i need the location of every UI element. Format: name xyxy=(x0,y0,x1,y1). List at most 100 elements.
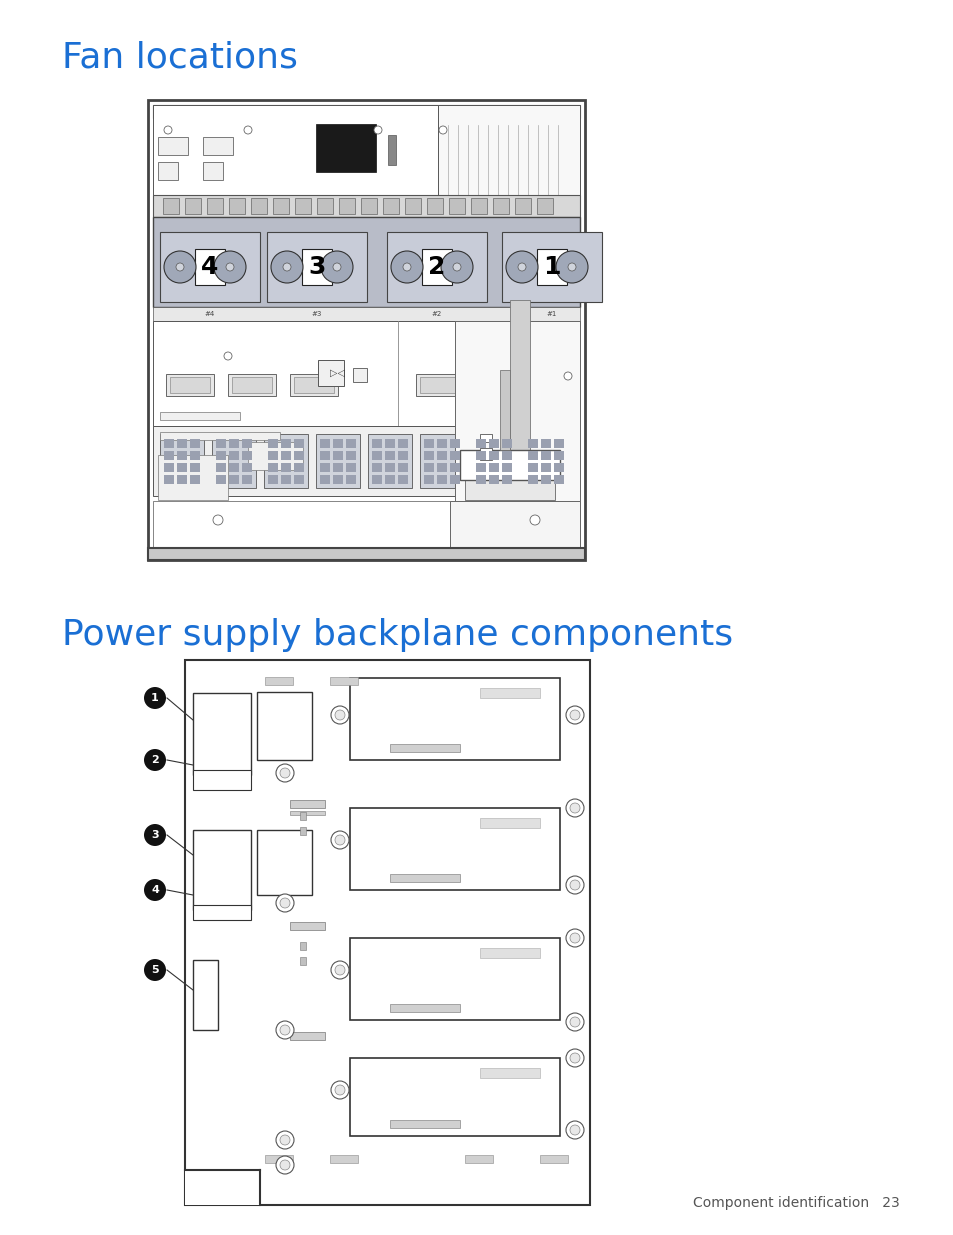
Circle shape xyxy=(275,1156,294,1174)
Circle shape xyxy=(563,372,572,380)
Bar xyxy=(481,377,521,393)
Bar xyxy=(464,1155,493,1163)
Bar xyxy=(338,198,355,214)
Bar xyxy=(256,830,312,895)
Bar xyxy=(372,438,381,448)
Bar xyxy=(537,198,553,214)
Bar xyxy=(190,438,200,448)
Bar xyxy=(330,1155,357,1163)
Bar xyxy=(215,451,226,459)
Bar xyxy=(333,438,343,448)
Bar xyxy=(251,198,267,214)
Circle shape xyxy=(505,251,537,283)
Circle shape xyxy=(335,1086,345,1095)
Bar xyxy=(319,475,330,484)
Bar xyxy=(268,463,277,472)
Circle shape xyxy=(144,960,166,981)
Bar xyxy=(330,677,357,685)
Circle shape xyxy=(164,251,195,283)
Bar xyxy=(158,454,228,500)
Circle shape xyxy=(335,710,345,720)
Bar xyxy=(397,451,408,459)
Bar xyxy=(554,438,563,448)
Bar xyxy=(476,475,485,484)
Bar xyxy=(540,463,551,472)
Circle shape xyxy=(280,1135,290,1145)
Bar xyxy=(350,1058,559,1136)
Bar xyxy=(229,451,239,459)
Circle shape xyxy=(565,1049,583,1067)
Bar xyxy=(350,939,559,1020)
Circle shape xyxy=(331,831,349,848)
Bar xyxy=(215,475,226,484)
Bar xyxy=(419,433,463,488)
Circle shape xyxy=(567,263,576,270)
Bar xyxy=(164,463,173,472)
Bar xyxy=(459,450,559,480)
Bar xyxy=(450,475,459,484)
Bar xyxy=(268,438,277,448)
Bar xyxy=(346,475,355,484)
Bar xyxy=(387,232,486,303)
Bar xyxy=(317,359,344,387)
Text: 1: 1 xyxy=(542,254,560,279)
Bar xyxy=(450,463,459,472)
Bar xyxy=(290,1032,325,1040)
Text: 2: 2 xyxy=(151,755,159,764)
Bar xyxy=(152,501,579,555)
Bar xyxy=(299,827,306,835)
Bar xyxy=(316,198,333,214)
Circle shape xyxy=(569,1053,579,1063)
Bar xyxy=(397,463,408,472)
Bar xyxy=(385,438,395,448)
Bar xyxy=(450,451,459,459)
Circle shape xyxy=(280,768,290,778)
Bar xyxy=(248,442,303,471)
Bar xyxy=(423,438,434,448)
Circle shape xyxy=(335,965,345,974)
Bar xyxy=(540,451,551,459)
Circle shape xyxy=(144,748,166,771)
Circle shape xyxy=(280,898,290,908)
Bar xyxy=(164,438,173,448)
Bar xyxy=(152,105,579,200)
Bar xyxy=(242,438,252,448)
Bar xyxy=(273,198,289,214)
Bar xyxy=(360,198,376,214)
Bar xyxy=(489,463,498,472)
Circle shape xyxy=(569,881,579,890)
Bar xyxy=(302,249,332,285)
Text: Power supply backplane components: Power supply backplane components xyxy=(62,618,732,652)
Circle shape xyxy=(224,352,232,359)
Bar xyxy=(290,923,325,930)
Bar xyxy=(385,451,395,459)
Bar xyxy=(158,162,178,180)
Circle shape xyxy=(335,835,345,845)
Bar xyxy=(299,957,306,965)
Bar xyxy=(333,475,343,484)
Bar xyxy=(416,374,463,396)
Text: ▷◁: ▷◁ xyxy=(330,368,345,378)
Text: 4: 4 xyxy=(151,885,159,895)
Bar xyxy=(170,377,210,393)
Bar xyxy=(515,198,531,214)
Bar xyxy=(190,463,200,472)
Bar xyxy=(382,198,398,214)
Bar xyxy=(479,818,539,827)
Bar xyxy=(294,377,334,393)
Circle shape xyxy=(275,764,294,782)
Bar xyxy=(268,475,277,484)
Bar xyxy=(501,475,512,484)
Bar xyxy=(264,433,308,488)
Bar xyxy=(489,451,498,459)
Bar xyxy=(203,162,223,180)
Circle shape xyxy=(244,126,252,135)
Bar xyxy=(256,692,312,760)
Bar xyxy=(501,438,512,448)
Bar xyxy=(372,463,381,472)
Bar xyxy=(501,463,512,472)
Bar xyxy=(242,475,252,484)
Bar xyxy=(368,433,412,488)
Bar xyxy=(299,811,306,820)
Bar xyxy=(299,942,306,950)
